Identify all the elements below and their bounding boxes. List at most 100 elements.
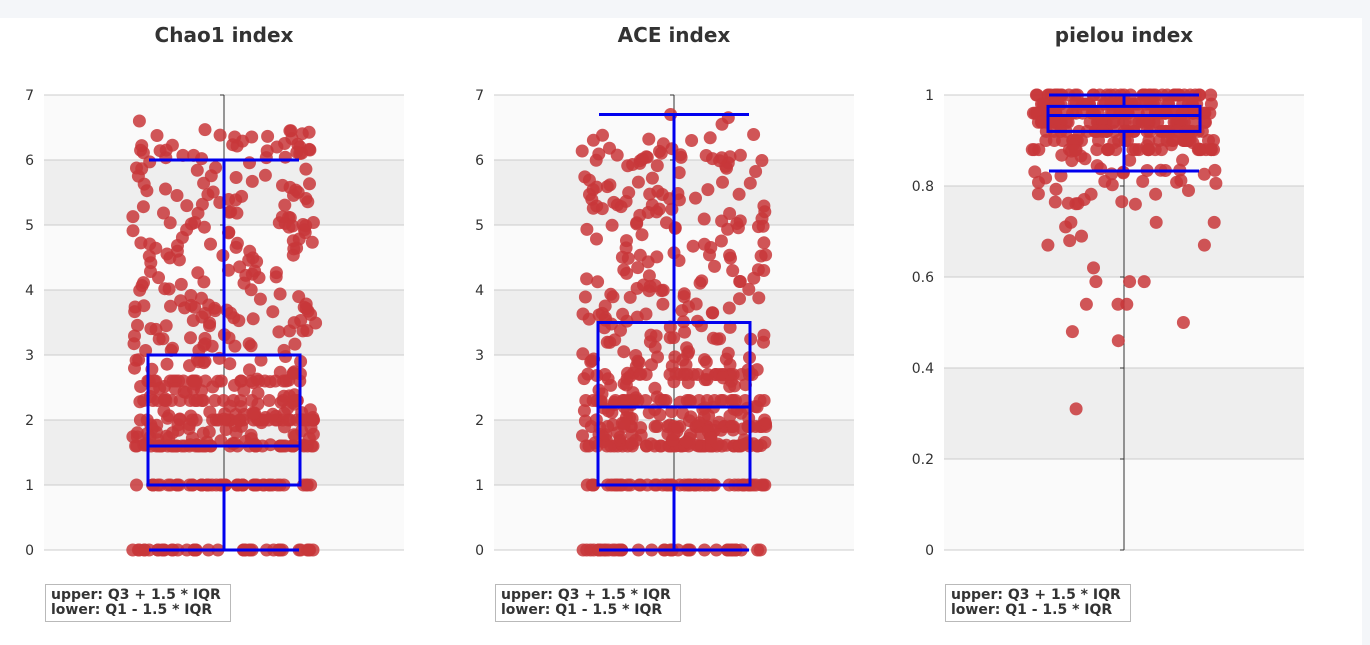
data-point: [192, 355, 206, 369]
data-point: [599, 428, 613, 442]
data-point: [188, 394, 202, 407]
data-point: [197, 220, 211, 234]
data-point: [131, 318, 144, 332]
data-point: [246, 312, 260, 326]
data-point: [723, 409, 737, 423]
data-point: [617, 345, 631, 359]
data-point: [198, 123, 212, 137]
data-point: [741, 363, 755, 377]
data-point: [616, 307, 630, 321]
data-point: [701, 183, 715, 197]
data-point: [126, 224, 140, 238]
data-point: [213, 128, 227, 142]
data-point: [234, 374, 248, 388]
data-point: [737, 437, 751, 451]
data-point: [197, 275, 211, 289]
data-point: [263, 375, 277, 389]
pielou-legend-note: upper: Q3 + 1.5 * IQR lower: Q1 - 1.5 * …: [945, 584, 1131, 622]
data-point: [278, 420, 291, 434]
data-point: [645, 171, 659, 185]
data-point: [672, 193, 686, 207]
data-point: [303, 177, 316, 191]
data-point: [198, 331, 212, 345]
data-point: [736, 422, 750, 436]
chao1-plot: Chao1 index 0 1 2 3 4 5 6 7: [25, 23, 404, 559]
data-point: [600, 335, 614, 349]
data-point: [577, 404, 591, 418]
data-point: [1123, 153, 1137, 167]
data-point: [228, 419, 242, 433]
data-point: [209, 161, 223, 175]
data-point: [228, 339, 242, 353]
data-point: [273, 365, 287, 379]
data-point: [600, 439, 614, 453]
data-point: [217, 412, 231, 426]
data-point: [642, 132, 656, 146]
data-point: [165, 138, 179, 152]
data-point: [733, 148, 747, 162]
data-point: [302, 125, 316, 139]
data-point: [679, 435, 693, 449]
data-point: [759, 248, 773, 262]
data-point: [648, 420, 662, 433]
data-point: [190, 163, 204, 177]
data-point: [1068, 144, 1082, 157]
data-point: [159, 319, 173, 333]
data-point: [605, 218, 619, 232]
chart-title: pielou index: [1055, 23, 1194, 47]
data-point: [206, 185, 220, 199]
data-point: [214, 434, 228, 448]
data-point: [1111, 297, 1125, 311]
data-point: [1031, 187, 1045, 201]
chao1-chart: Chao1 index 0 1 2 3 4 5 6 7 upper: Q3 + 1.5 * IQ…: [0, 18, 450, 645]
data-point: [648, 403, 662, 417]
data-point: [226, 437, 240, 450]
data-point: [208, 304, 222, 318]
data-point: [723, 380, 737, 393]
data-point: [637, 278, 650, 292]
data-point: [632, 356, 646, 370]
data-point: [604, 378, 618, 392]
data-point: [128, 361, 141, 375]
y-tick-label: 0.4: [912, 361, 934, 377]
data-point: [1075, 229, 1088, 243]
data-point: [197, 176, 211, 190]
data-point: [708, 259, 721, 273]
data-point: [683, 394, 697, 408]
data-point: [650, 159, 664, 173]
data-point: [582, 312, 596, 326]
data-point: [757, 236, 771, 250]
data-point: [1069, 197, 1083, 211]
data-point: [232, 314, 246, 328]
data-point: [243, 363, 256, 377]
y-tick-label: 1: [475, 478, 484, 494]
data-point: [743, 176, 757, 190]
data-point: [160, 357, 174, 371]
data-point: [673, 395, 687, 409]
data-point: [306, 411, 320, 424]
data-point: [1028, 165, 1042, 179]
y-tick-label: 6: [475, 153, 484, 169]
data-point: [262, 394, 276, 407]
data-point: [698, 353, 711, 367]
data-point: [631, 175, 645, 189]
data-point: [724, 251, 737, 265]
data-point: [697, 212, 711, 226]
data-point: [710, 332, 724, 346]
data-point: [261, 129, 275, 143]
data-point: [680, 341, 694, 355]
data-point: [170, 189, 184, 202]
data-point: [639, 307, 653, 321]
chao1-legend-note: upper: Q3 + 1.5 * IQR lower: Q1 - 1.5 * …: [45, 584, 231, 622]
data-point: [1063, 234, 1077, 248]
data-point: [673, 148, 687, 162]
data-point: [243, 156, 256, 170]
data-point: [1056, 134, 1069, 147]
data-point: [292, 290, 306, 304]
data-point: [756, 219, 770, 233]
data-point: [288, 388, 301, 402]
data-point: [140, 184, 154, 198]
data-point: [714, 234, 728, 248]
data-point: [651, 184, 665, 198]
data-point: [162, 409, 176, 423]
